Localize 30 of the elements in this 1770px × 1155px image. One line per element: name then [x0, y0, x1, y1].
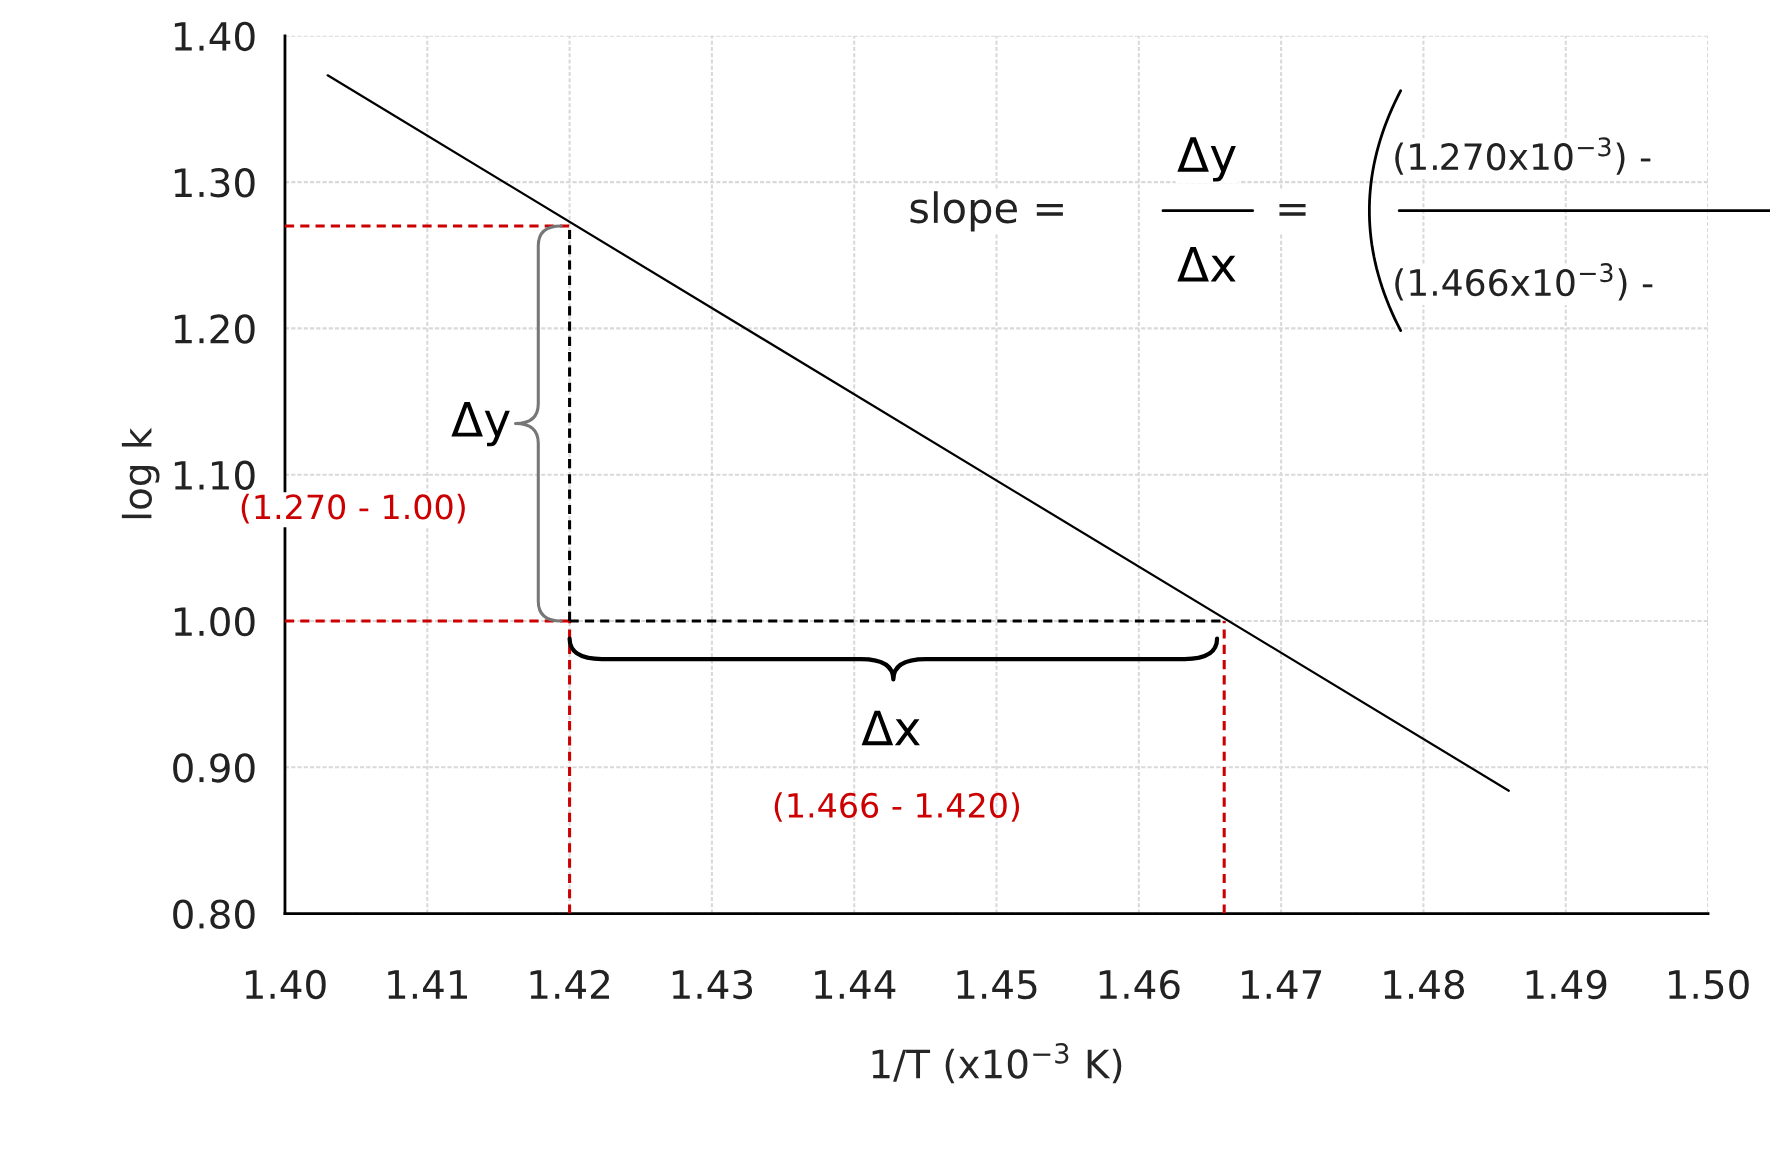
annotation: Δy [1177, 137, 1236, 182]
x-tick-label: 1.47 [1242, 970, 1322, 999]
annotation: (1.466x10$^{−3}$) - [1395, 263, 1653, 301]
y-tick-label: 0.80 [173, 899, 255, 929]
x-tick-label: 1.45 [957, 970, 1037, 1000]
x-axis-title: 1/T (x10$^{−3}$ K) [872, 1043, 1122, 1084]
x-tick-label: 1.41 [388, 970, 467, 999]
y-tick-label: 1.20 [174, 314, 255, 344]
y-tick-label: 1.40 [174, 21, 255, 52]
annotation: Δx [861, 710, 920, 746]
y-axis-title: log k [121, 427, 160, 519]
x-tick-label: 1.46 [1099, 969, 1180, 1000]
x-tick-label: 1.44 [815, 970, 896, 999]
annotation: (1.466 - 1.420) [774, 792, 1020, 822]
annotation: (1.270 - 1.00) [241, 493, 465, 524]
x-tick-label: 1.42 [530, 969, 609, 999]
y-tick-label: 1.10 [174, 460, 255, 491]
x-tick-label: 1.43 [672, 969, 753, 1000]
annotation: slope = [910, 191, 1063, 232]
x-tick-label: 1.48 [1384, 969, 1465, 1000]
annotation: Δx [1177, 247, 1236, 282]
y-tick-label: 1.00 [174, 606, 255, 637]
annotation: (1.270x10$^{−3}$) - [1395, 137, 1651, 175]
annotation: = [1279, 203, 1306, 216]
x-tick-label: 1.49 [1526, 969, 1607, 1000]
x-tick-label: 1.40 [245, 969, 326, 1000]
y-tick-label: 1.30 [174, 168, 255, 198]
y-tick-label: 0.90 [173, 753, 255, 783]
annotation: Δy [451, 402, 510, 447]
x-tick-label: 1.50 [1669, 969, 1749, 1000]
